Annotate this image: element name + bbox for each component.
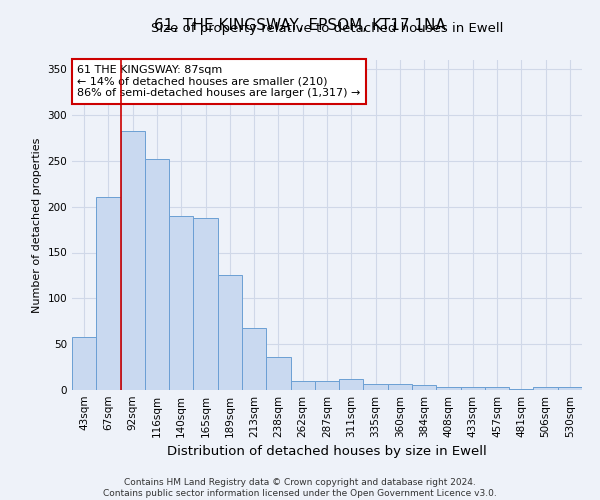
Text: 61 THE KINGSWAY: 87sqm
← 14% of detached houses are smaller (210)
86% of semi-de: 61 THE KINGSWAY: 87sqm ← 14% of detached… xyxy=(77,65,361,98)
Bar xyxy=(169,216,193,390)
Bar xyxy=(242,328,266,390)
Bar xyxy=(388,384,412,390)
Bar xyxy=(266,357,290,390)
Text: Contains HM Land Registry data © Crown copyright and database right 2024.
Contai: Contains HM Land Registry data © Crown c… xyxy=(103,478,497,498)
Bar xyxy=(461,387,485,390)
X-axis label: Distribution of detached houses by size in Ewell: Distribution of detached houses by size … xyxy=(167,446,487,458)
Bar xyxy=(72,337,96,390)
Y-axis label: Number of detached properties: Number of detached properties xyxy=(32,138,42,312)
Bar xyxy=(509,389,533,390)
Bar xyxy=(96,198,121,390)
Bar xyxy=(436,387,461,390)
Bar xyxy=(145,159,169,390)
Bar xyxy=(193,218,218,390)
Bar xyxy=(339,379,364,390)
Bar xyxy=(533,387,558,390)
Text: 61, THE KINGSWAY, EPSOM, KT17 1NA: 61, THE KINGSWAY, EPSOM, KT17 1NA xyxy=(154,18,446,32)
Bar xyxy=(558,387,582,390)
Bar xyxy=(315,381,339,390)
Bar xyxy=(290,381,315,390)
Bar xyxy=(218,274,242,390)
Bar xyxy=(485,387,509,390)
Bar xyxy=(121,130,145,390)
Bar xyxy=(412,386,436,390)
Title: Size of property relative to detached houses in Ewell: Size of property relative to detached ho… xyxy=(151,22,503,35)
Bar xyxy=(364,384,388,390)
